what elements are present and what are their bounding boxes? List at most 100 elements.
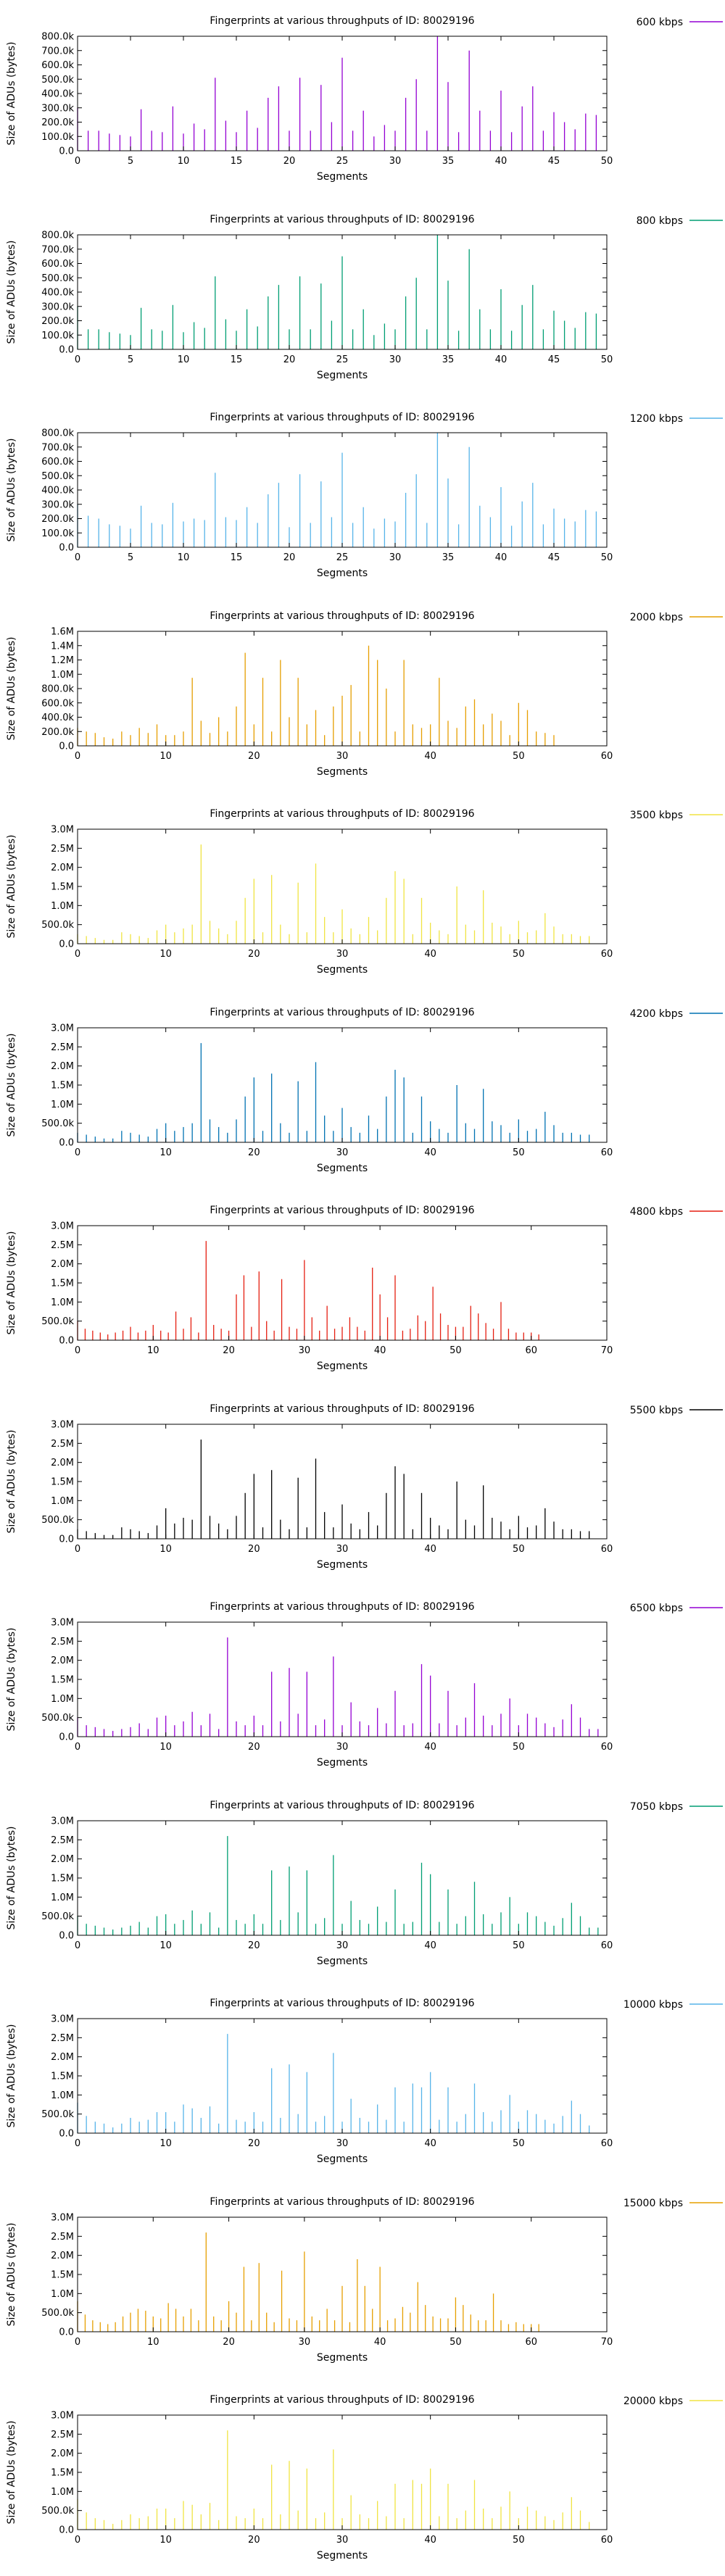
y-axis-label: Size of ADUs (bytes): [6, 1231, 17, 1335]
x-tick-label: 20: [248, 2138, 260, 2149]
y-tick-label: 400.0k: [41, 287, 74, 298]
bar-series: [77, 2034, 590, 2133]
x-tick-label: 30: [299, 2337, 311, 2348]
x-tick-label: 60: [525, 1345, 537, 1356]
y-tick-label: 500.0k: [41, 1911, 74, 1922]
x-tick-label: 10: [160, 751, 172, 762]
bar-series: [77, 234, 597, 349]
chart-panel-7: Fingerprints at various throughputs of I…: [6, 1403, 723, 1571]
y-tick-label: 1.2M: [51, 655, 74, 666]
y-tick-label: 200.0k: [41, 726, 74, 737]
chart-panel-0: Fingerprints at various throughputs of I…: [6, 15, 723, 183]
legend-label: 3500 kbps: [630, 810, 683, 821]
y-tick-label: 2.5M: [51, 844, 74, 855]
chart-title: Fingerprints at various throughputs of I…: [210, 412, 474, 423]
x-tick-label: 35: [442, 552, 455, 563]
y-tick-label: 0.0: [59, 1137, 74, 1148]
y-tick-label: 1.4M: [51, 641, 74, 652]
legend: 1200 kbps: [630, 413, 723, 425]
chart-title: Fingerprints at various throughputs of I…: [210, 1007, 474, 1018]
y-tick-label: 2.5M: [51, 1240, 74, 1251]
x-tick-label: 40: [424, 1544, 436, 1555]
x-tick-label: 40: [495, 552, 508, 563]
x-tick-label: 50: [513, 1742, 525, 1753]
chart-title: Fingerprints at various throughputs of I…: [210, 1403, 474, 1415]
y-axis-label: Size of ADUs (bytes): [6, 1628, 17, 1732]
y-tick-label: 100.0k: [41, 132, 74, 143]
x-tick-label: 40: [374, 1345, 386, 1356]
chart-title: Fingerprints at various throughputs of I…: [210, 15, 474, 27]
x-tick-label: 20: [283, 552, 296, 563]
legend-label: 1200 kbps: [630, 413, 683, 425]
legend: 4200 kbps: [630, 1008, 723, 1020]
y-tick-label: 2.0M: [51, 1458, 74, 1468]
bar-series: [77, 2430, 590, 2530]
y-axis-label: Size of ADUs (bytes): [6, 1033, 17, 1137]
legend-label: 5500 kbps: [630, 1405, 683, 1416]
y-tick-label: 1.5M: [51, 2269, 74, 2280]
y-tick-label: 3.0M: [51, 1618, 74, 1629]
bar-series: [77, 645, 555, 746]
legend: 15000 kbps: [624, 2198, 723, 2209]
legend: 7050 kbps: [630, 1801, 723, 1813]
y-tick-label: 600.0k: [41, 457, 74, 468]
y-tick-label: 1.5M: [51, 1080, 74, 1091]
y-tick-label: 1.5M: [51, 1279, 74, 1289]
x-tick-label: 25: [336, 552, 349, 563]
y-tick-label: 500.0k: [41, 471, 74, 482]
x-axis-label: Segments: [317, 964, 368, 976]
x-tick-label: 50: [513, 2138, 525, 2149]
plot-frame: [77, 1225, 608, 1341]
y-tick-label: 400.0k: [41, 89, 74, 100]
y-tick-label: 600.0k: [41, 259, 74, 270]
y-tick-label: 2.5M: [51, 2033, 74, 2044]
y-tick-label: 800.0k: [41, 428, 74, 439]
x-tick-label: 10: [160, 949, 172, 960]
bar-series: [77, 2232, 539, 2332]
y-tick-label: 1.0M: [51, 901, 74, 912]
chart-title: Fingerprints at various throughputs of I…: [210, 1205, 474, 1216]
x-tick-label: 20: [248, 1544, 260, 1555]
legend: 800 kbps: [637, 215, 723, 227]
legend-label: 600 kbps: [637, 17, 683, 28]
bar-series: [77, 1042, 590, 1142]
y-axis-label: Size of ADUs (bytes): [6, 240, 17, 344]
x-axis-label: Segments: [317, 1757, 368, 1769]
y-tick-label: 3.0M: [51, 2014, 74, 2025]
y-tick-label: 0.0: [59, 2327, 74, 2338]
x-tick-label: 45: [548, 354, 560, 365]
x-tick-label: 60: [525, 2337, 537, 2348]
y-tick-label: 400.0k: [41, 712, 74, 723]
x-tick-label: 50: [513, 1940, 525, 1951]
x-axis-label: Segments: [317, 2550, 368, 2562]
y-tick-label: 3.0M: [51, 1023, 74, 1034]
y-tick-label: 2.5M: [51, 2430, 74, 2440]
legend-label: 10000 kbps: [624, 1999, 683, 2011]
y-axis-label: Size of ADUs (bytes): [6, 2024, 17, 2128]
chart-panel-1: Fingerprints at various throughputs of I…: [6, 214, 723, 381]
y-tick-label: 500.0k: [41, 920, 74, 931]
x-tick-label: 60: [601, 751, 613, 762]
x-tick-label: 30: [336, 1147, 349, 1158]
x-tick-label: 0: [75, 156, 80, 167]
y-tick-label: 2.5M: [51, 2231, 74, 2242]
y-axis-label: Size of ADUs (bytes): [6, 2421, 17, 2525]
chart-title: Fingerprints at various throughputs of I…: [210, 1998, 474, 2009]
x-tick-label: 15: [231, 354, 243, 365]
x-tick-label: 30: [336, 1940, 349, 1951]
y-tick-label: 300.0k: [41, 302, 74, 312]
bar-series: [77, 433, 597, 547]
y-tick-label: 500.0k: [41, 1713, 74, 1724]
legend-label: 2000 kbps: [630, 612, 683, 623]
x-tick-label: 50: [601, 156, 613, 167]
x-axis-label: Segments: [317, 370, 368, 381]
x-tick-label: 30: [336, 1742, 349, 1753]
y-axis-label: Size of ADUs (bytes): [6, 1429, 17, 1533]
chart-panel-11: Fingerprints at various throughputs of I…: [6, 2196, 723, 2364]
x-tick-label: 20: [283, 156, 296, 167]
y-tick-label: 500.0k: [41, 2308, 74, 2319]
x-tick-label: 25: [336, 156, 349, 167]
y-tick-label: 300.0k: [41, 103, 74, 114]
x-tick-label: 60: [601, 1544, 613, 1555]
